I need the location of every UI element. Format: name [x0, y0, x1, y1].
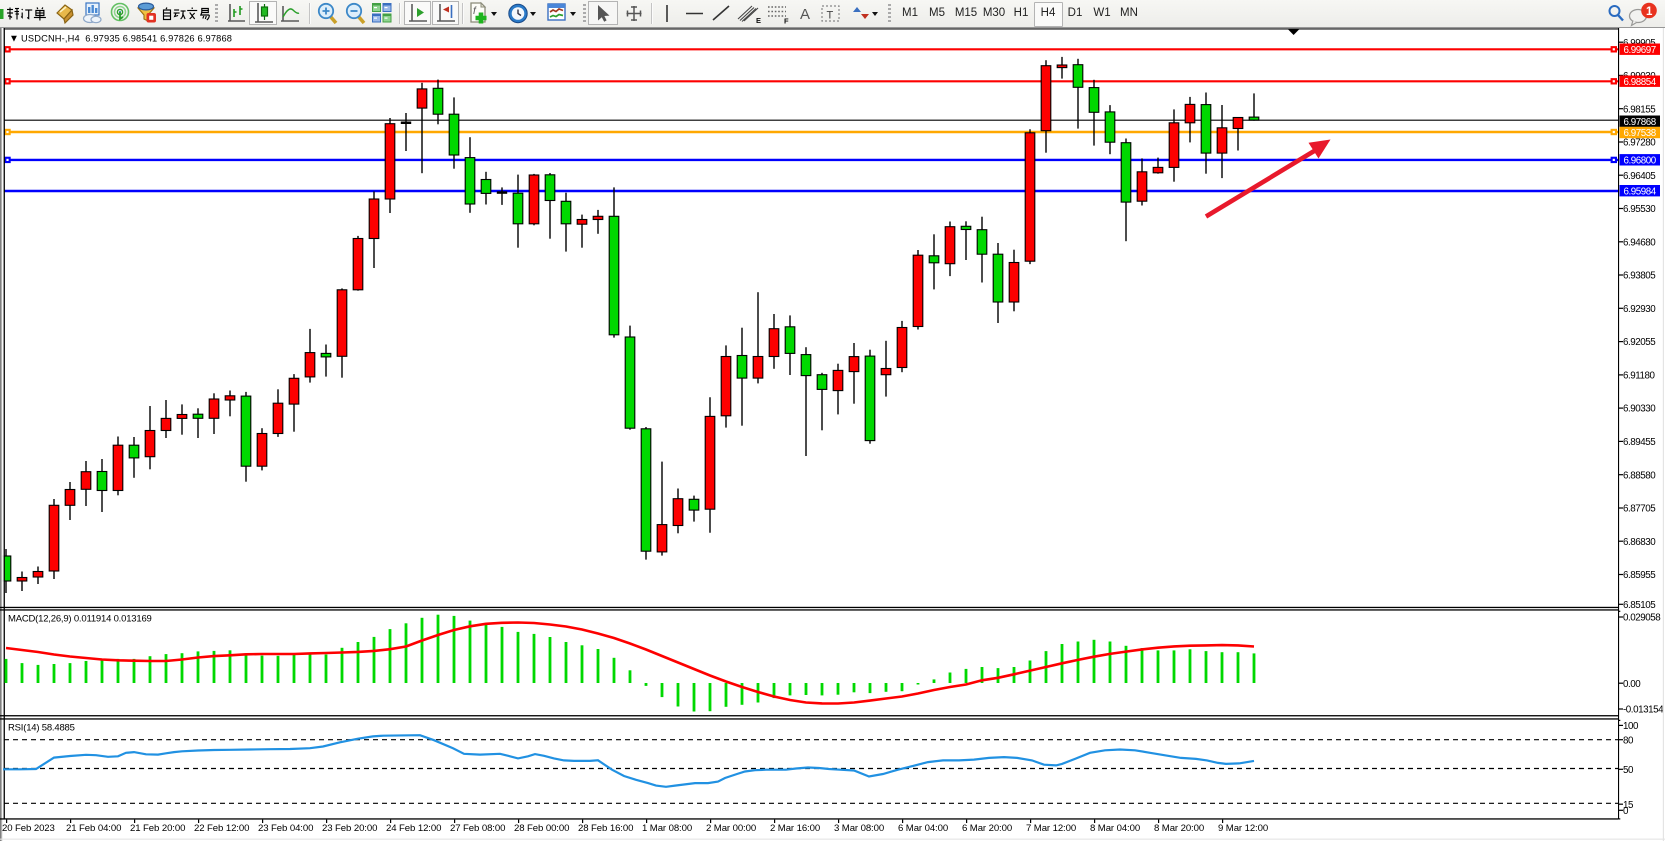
svg-text:6.92930: 6.92930: [1623, 304, 1656, 315]
svg-text:50: 50: [1623, 765, 1634, 776]
svg-text:6.92055: 6.92055: [1623, 337, 1656, 348]
svg-text:21 Feb 04:00: 21 Feb 04:00: [66, 823, 121, 834]
svg-text:▼: ▼: [9, 34, 19, 45]
svg-text:USDCNH-,H4 6.97935 6.98541 6.: USDCNH-,H4 6.97935 6.98541 6.97826 6.978…: [21, 34, 232, 44]
svg-text:-0.013154: -0.013154: [1623, 705, 1664, 716]
svg-text:28 Feb 16:00: 28 Feb 16:00: [578, 823, 633, 834]
svg-text:2 Mar 16:00: 2 Mar 16:00: [770, 823, 820, 834]
svg-text:6.91180: 6.91180: [1623, 371, 1656, 382]
svg-text:0: 0: [1623, 806, 1629, 817]
svg-text:8 Mar 20:00: 8 Mar 20:00: [1154, 823, 1204, 834]
svg-text:6.97538: 6.97538: [1624, 128, 1657, 139]
svg-text:2 Mar 00:00: 2 Mar 00:00: [706, 823, 756, 834]
svg-text:T: T: [827, 10, 834, 22]
svg-text:E: E: [756, 16, 761, 25]
svg-text:6.96405: 6.96405: [1623, 171, 1656, 182]
svg-text:6.90330: 6.90330: [1623, 404, 1656, 415]
svg-text:21 Feb 20:00: 21 Feb 20:00: [130, 823, 185, 834]
svg-text:100: 100: [1623, 721, 1639, 732]
svg-text:80: 80: [1623, 735, 1634, 746]
svg-text:6.97868: 6.97868: [1624, 117, 1657, 128]
svg-text:3 Mar 08:00: 3 Mar 08:00: [834, 823, 884, 834]
svg-text:6.98854: 6.98854: [1624, 77, 1657, 88]
svg-text:6.98155: 6.98155: [1623, 104, 1656, 115]
svg-text:0.00: 0.00: [1623, 679, 1641, 690]
svg-text:6.97280: 6.97280: [1623, 138, 1656, 149]
svg-text:23 Feb 20:00: 23 Feb 20:00: [322, 823, 377, 834]
svg-text:28 Feb 00:00: 28 Feb 00:00: [514, 823, 569, 834]
svg-text:6.99697: 6.99697: [1624, 45, 1656, 56]
svg-text:F: F: [784, 17, 789, 26]
svg-text:27 Feb 08:00: 27 Feb 08:00: [450, 823, 505, 834]
svg-text:6.95530: 6.95530: [1623, 204, 1656, 215]
svg-text:24 Feb 12:00: 24 Feb 12:00: [386, 823, 441, 834]
svg-text:6.99905: 6.99905: [1623, 38, 1656, 49]
svg-text:6.93805: 6.93805: [1623, 271, 1656, 282]
svg-text:6.86830: 6.86830: [1623, 537, 1656, 548]
svg-text:RSI(14) 58.4885: RSI(14) 58.4885: [8, 723, 75, 734]
svg-text:6.94680: 6.94680: [1623, 237, 1656, 248]
svg-text:6.88580: 6.88580: [1623, 470, 1656, 481]
svg-text:6.96800: 6.96800: [1624, 156, 1657, 167]
svg-text:20 Feb 2023: 20 Feb 2023: [2, 823, 55, 834]
svg-text:23 Feb 04:00: 23 Feb 04:00: [258, 823, 313, 834]
svg-text:22 Feb 12:00: 22 Feb 12:00: [194, 823, 249, 834]
svg-text:15: 15: [1623, 800, 1634, 811]
svg-text:6 Mar 20:00: 6 Mar 20:00: [962, 823, 1012, 834]
svg-text:7 Mar 12:00: 7 Mar 12:00: [1026, 823, 1076, 834]
svg-text:MACD(12,26,9) 0.011914 0.01316: MACD(12,26,9) 0.011914 0.013169: [8, 614, 152, 625]
svg-text:0.029058: 0.029058: [1623, 613, 1661, 624]
svg-text:8 Mar 04:00: 8 Mar 04:00: [1090, 823, 1140, 834]
svg-text:6.85955: 6.85955: [1623, 570, 1656, 581]
svg-text:6.89455: 6.89455: [1623, 437, 1656, 448]
svg-text:1: 1: [1646, 6, 1653, 18]
svg-text:6.85105: 6.85105: [1623, 600, 1656, 611]
svg-text:6.87705: 6.87705: [1623, 504, 1656, 515]
svg-text:9 Mar 12:00: 9 Mar 12:00: [1218, 823, 1268, 834]
svg-text:6 Mar 04:00: 6 Mar 04:00: [898, 823, 948, 834]
svg-text:A: A: [800, 6, 810, 23]
svg-text:6.95984: 6.95984: [1624, 186, 1657, 197]
svg-text:f: f: [473, 6, 477, 17]
svg-text:1 Mar 08:00: 1 Mar 08:00: [642, 823, 692, 834]
